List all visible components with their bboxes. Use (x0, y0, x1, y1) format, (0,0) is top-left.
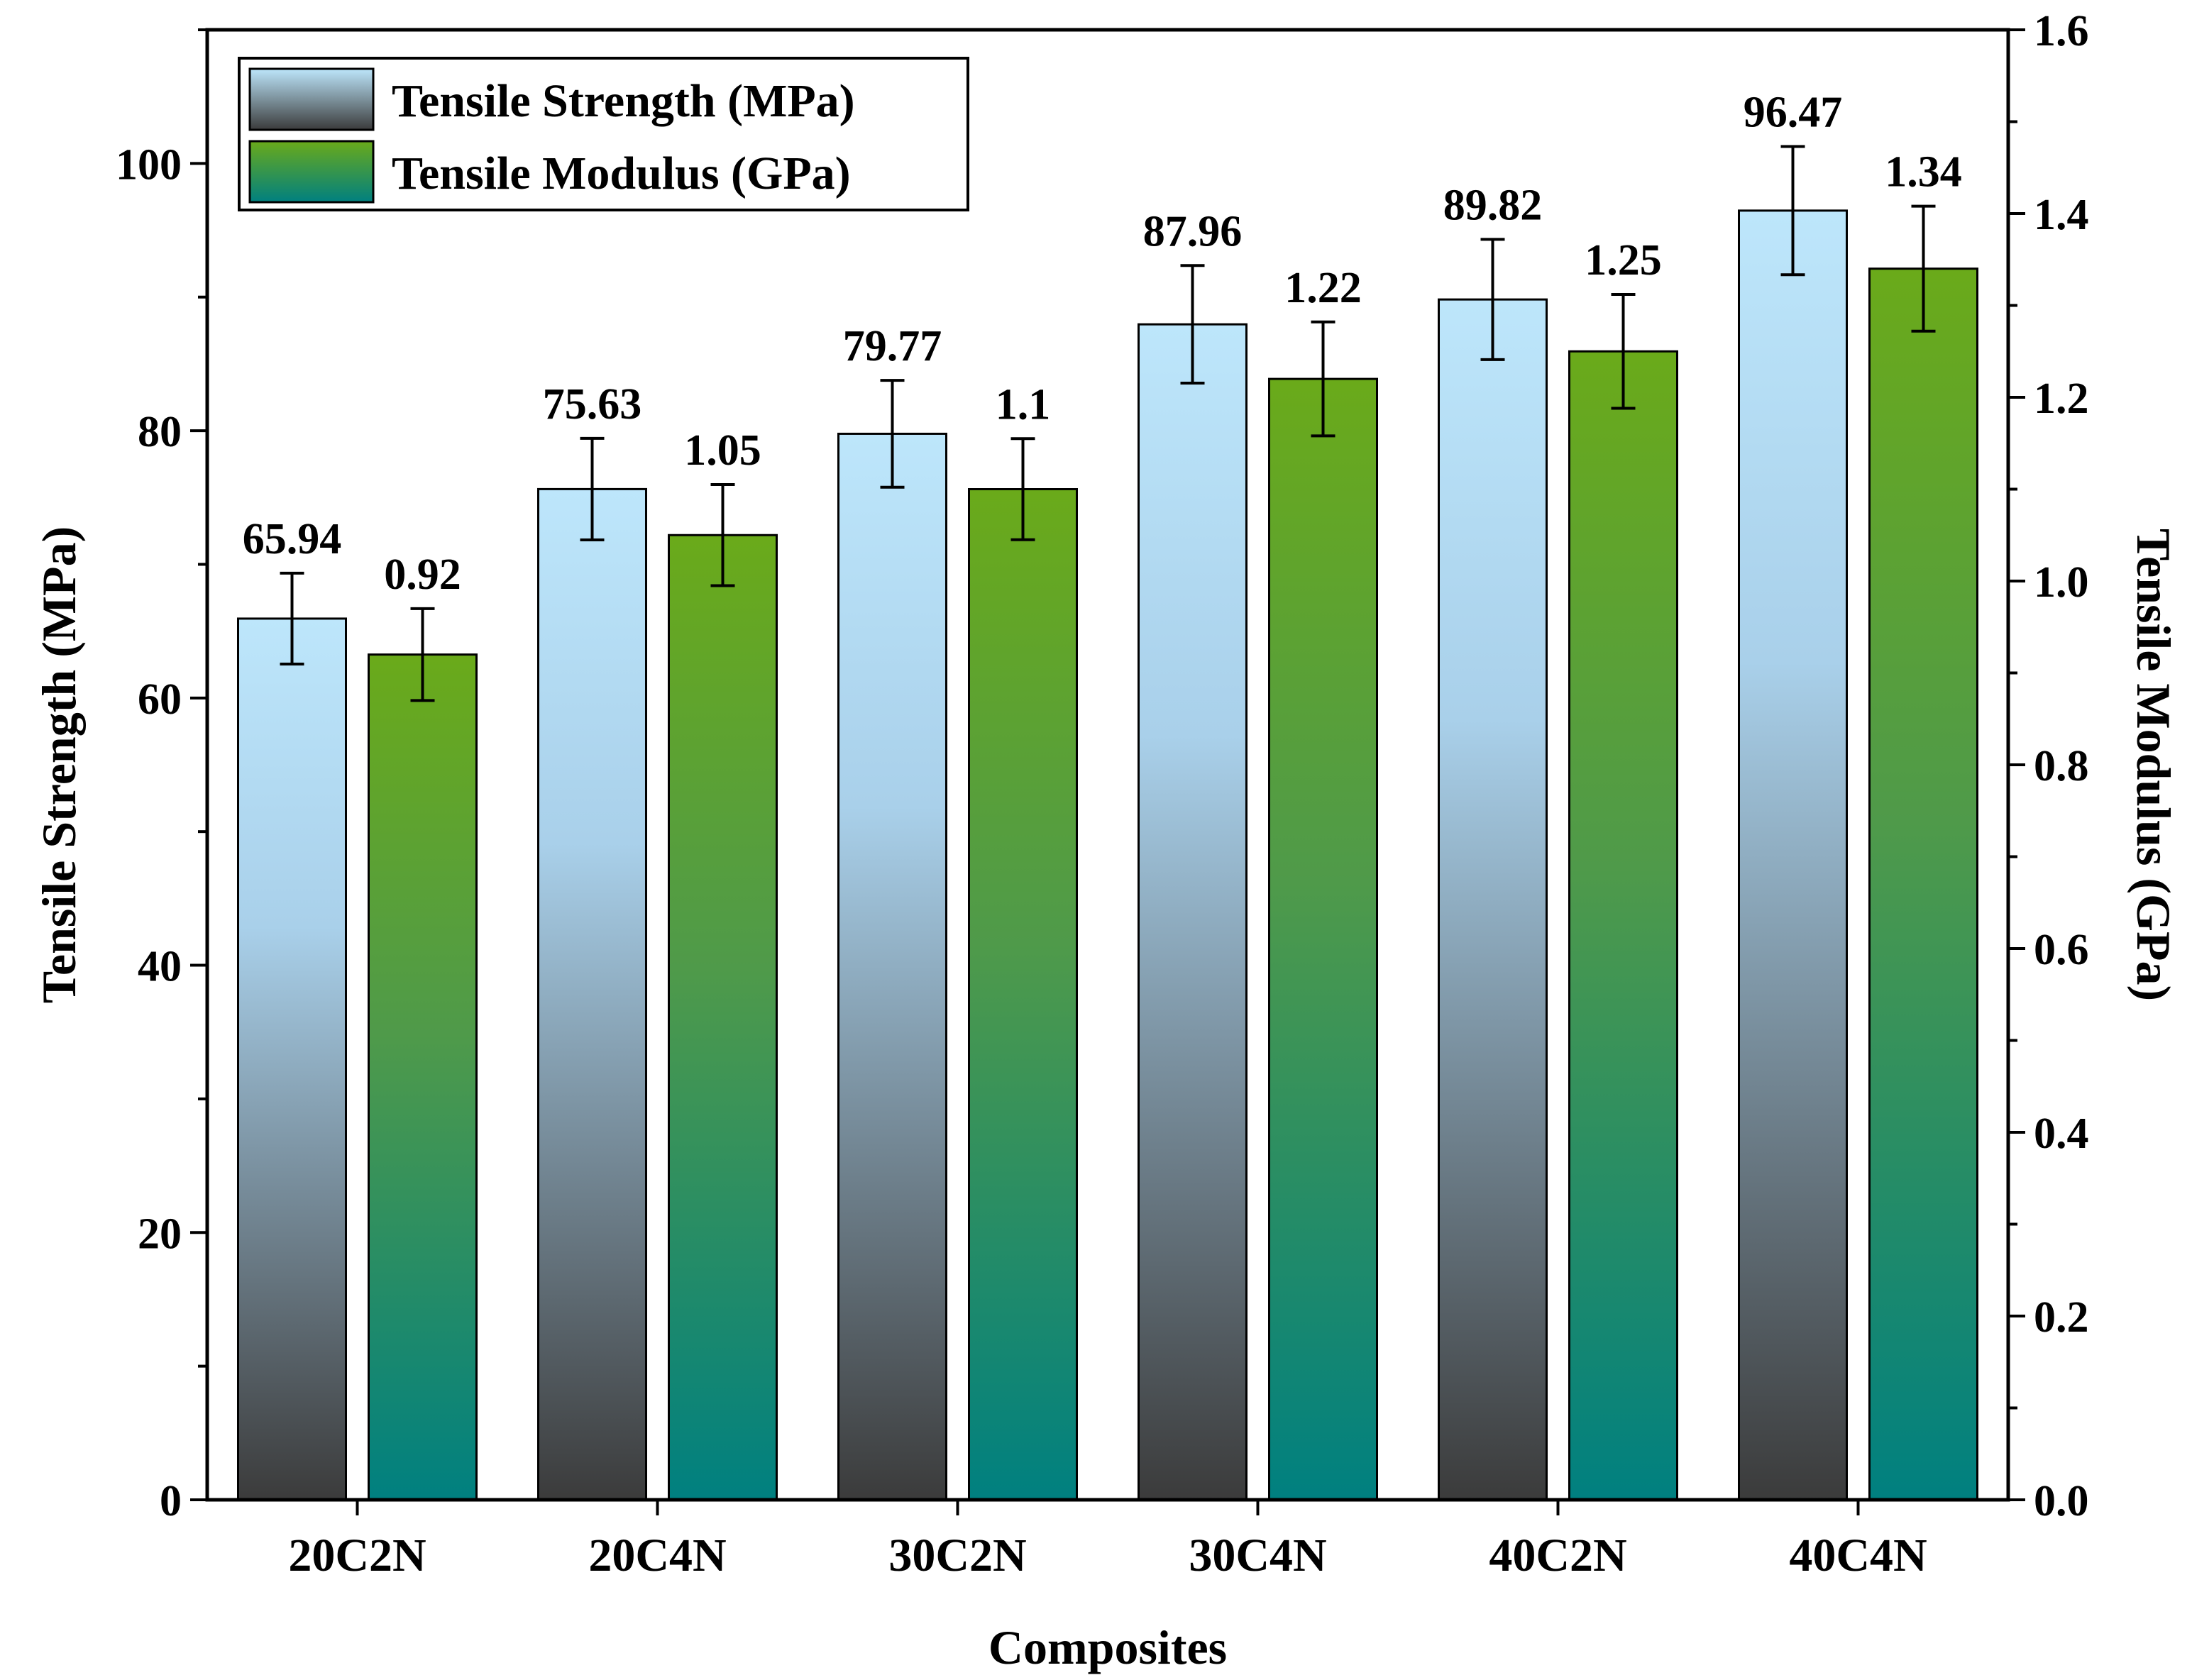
x-tick-label-20C4N: 20C4N (588, 1530, 726, 1581)
bar-modulus-20C2N (368, 653, 478, 1501)
error-bar-strength-40C4N (1780, 145, 1805, 277)
bar-modulus-40C2N (1568, 350, 1678, 1501)
x-axis-title: Composites (988, 1620, 1227, 1674)
right-tick-label: 0.6 (2034, 926, 2089, 974)
error-bar-strength-40C2N (1480, 238, 1505, 361)
bar-strength-40C4N (1738, 209, 1848, 1501)
error-bar-modulus-40C2N (1611, 292, 1636, 410)
bar-modulus-20C4N (668, 534, 778, 1501)
right-axis-ticks: 0.0 0.2 0.4 0.6 0.8 1.0 1.2 1.4 1.6 (2008, 7, 2089, 1525)
bar-modulus-30C4N (1268, 377, 1378, 1501)
x-tick-label-20C2N: 20C2N (288, 1530, 426, 1581)
left-tick-label: 20 (138, 1210, 182, 1258)
value-label-modulus-40C4N: 1.34 (1885, 148, 1962, 197)
right-tick-label: 1.0 (2034, 558, 2089, 607)
error-bar-modulus-30C4N (1311, 320, 1335, 438)
bar-strength-30C4N (1138, 323, 1248, 1501)
left-tick-label: 80 (138, 408, 182, 456)
legend-label-tensile-modulus: Tensile Modulus (GPa) (392, 148, 851, 199)
left-tick-label: 40 (138, 943, 182, 991)
left-axis-title: Tensile Strength (MPa) (32, 526, 86, 1003)
bar-strength-40C2N (1438, 298, 1548, 1501)
x-tick-label-40C2N: 40C2N (1489, 1530, 1626, 1581)
value-label-strength-30C4N: 87.96 (1143, 207, 1243, 255)
x-tick-label-30C4N: 30C4N (1189, 1530, 1326, 1581)
error-bar-modulus-40C4N (1911, 204, 1936, 333)
error-bar-strength-30C4N (1180, 264, 1205, 385)
x-axis-ticks: 20C2N 20C4N 30C2N 30C4N 40C2N 40C4N (288, 1500, 1927, 1581)
right-tick-label: 0.0 (2034, 1477, 2089, 1525)
bar-strength-20C2N (237, 617, 347, 1501)
right-tick-label: 0.8 (2034, 742, 2089, 790)
value-label-modulus-30C4N: 1.22 (1284, 264, 1362, 312)
right-tick-label: 1.6 (2034, 7, 2089, 55)
bar-strength-30C2N (837, 432, 947, 1501)
x-tick-label-40C4N: 40C4N (1789, 1530, 1927, 1581)
right-tick-label: 0.4 (2034, 1110, 2089, 1158)
value-label-modulus-40C2N: 1.25 (1585, 236, 1662, 284)
legend: Tensile Strength (MPa) Tensile Modulus (… (238, 57, 969, 211)
value-label-strength-20C2N: 65.94 (243, 515, 342, 563)
bar-modulus-40C4N (1868, 267, 1978, 1501)
value-label-modulus-30C2N: 1.1 (996, 380, 1051, 429)
value-label-strength-30C2N: 79.77 (843, 322, 942, 370)
value-label-strength-40C4N: 96.47 (1744, 88, 1843, 136)
chart-marks: 65.94 0.92 75.63 1.05 79.77 1.1 87.96 1.22 89.82… (237, 88, 1978, 1501)
bar-modulus-30C2N (968, 488, 1078, 1501)
legend-label-tensile-strength: Tensile Strength (MPa) (392, 75, 855, 127)
bar-strength-20C4N (537, 487, 647, 1501)
legend-swatch-tensile-modulus (248, 140, 375, 204)
right-axis-title: Tensile Modulus (GPa) (2127, 529, 2181, 1001)
error-bar-strength-20C2N (280, 571, 304, 665)
x-tick-label-30C2N: 30C2N (888, 1530, 1026, 1581)
error-bar-modulus-30C2N (1010, 437, 1035, 541)
error-bar-strength-30C2N (880, 379, 905, 489)
left-tick-label: 0 (160, 1477, 182, 1525)
value-label-strength-20C4N: 75.63 (543, 380, 642, 429)
right-tick-label: 1.2 (2034, 375, 2089, 423)
value-label-modulus-20C2N: 0.92 (384, 551, 461, 599)
left-tick-label: 60 (138, 675, 182, 724)
value-label-strength-40C2N: 89.82 (1443, 181, 1543, 229)
error-bar-modulus-20C2N (410, 607, 435, 702)
right-tick-label: 1.4 (2034, 191, 2089, 239)
legend-swatch-tensile-strength (248, 67, 375, 131)
error-bar-modulus-20C4N (710, 483, 735, 587)
error-bar-strength-20C4N (580, 436, 605, 541)
value-label-modulus-20C4N: 1.05 (684, 426, 761, 475)
right-tick-label: 0.2 (2034, 1293, 2089, 1342)
left-axis-ticks: 0 20 40 60 80 100 (116, 28, 207, 1525)
left-tick-label: 100 (116, 140, 182, 189)
